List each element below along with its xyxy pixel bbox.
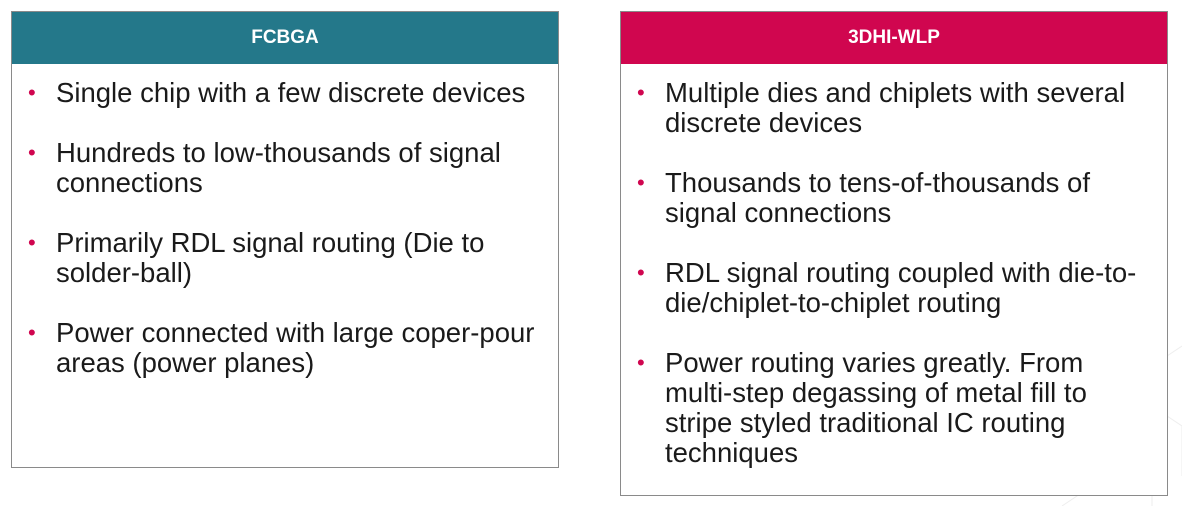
list-item: • Power connected with large coper-pour a… [28, 317, 535, 378]
bullet-icon: • [637, 170, 645, 195]
bullet-icon: • [637, 80, 645, 105]
bullet-icon: • [637, 350, 645, 375]
bullet-icon: • [28, 80, 36, 105]
bullet-icon: • [28, 230, 36, 255]
3dhi-wlp-list: • Multiple dies and chiplets with several… [621, 64, 1167, 468]
list-item: • Single chip with a few discrete devices [28, 77, 526, 108]
bullet-icon: • [637, 260, 645, 285]
bullet-icon: • [28, 320, 36, 345]
list-item: • Primarily RDL signal routing (Die to so… [28, 227, 485, 288]
list-item: • Multiple dies and chiplets with several… [637, 77, 1126, 138]
fcbga-header: FCBGA [12, 12, 558, 64]
list-item: • Hundreds to low-thousands of signal con… [28, 137, 501, 198]
list-item: • Power routing varies greatly. From mult… [637, 347, 1087, 468]
3dhi-wlp-header: 3DHI-WLP [621, 12, 1167, 64]
list-item: • Thousands to tens-of-thousands of signa… [637, 167, 1090, 228]
fcbga-list: • Single chip with a few discrete devices… [12, 64, 558, 378]
list-item: • RDL signal routing coupled with die-to-… [637, 257, 1137, 318]
bullet-icon: • [28, 140, 36, 165]
fcbga-panel: FCBGA • Single chip with a few discrete d… [11, 11, 559, 468]
3dhi-wlp-panel: 3DHI-WLP • Multiple dies and chiplets wit… [620, 11, 1168, 496]
